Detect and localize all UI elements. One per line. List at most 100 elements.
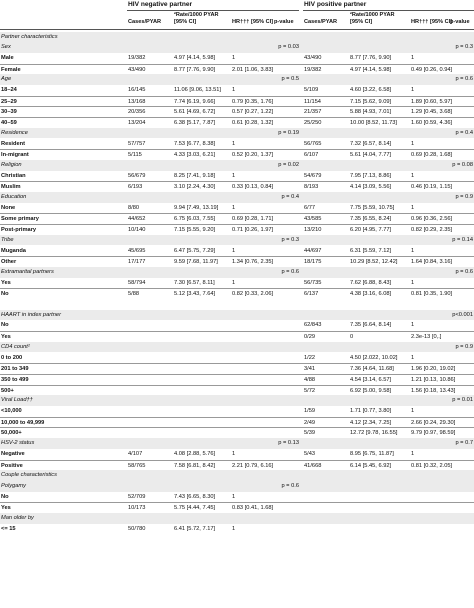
cell-pos-rate: 6.20 [4.95, 7.77] [350,227,392,234]
cell-neg-cases: 17/177 [128,259,146,266]
blank-row [0,299,474,310]
cell-pos-p: p = 0.9 [455,194,473,200]
cell-pos-hr: 0.46 [0.19, 1.15] [411,184,453,191]
cell-pos-cases: 3/41 [304,366,316,373]
cell-neg-hr: 1 [232,525,236,532]
cell-label: 18–24 [1,87,17,93]
cell-pos-rate: 7.35 [6.55, 8.24] [350,216,392,223]
cell-pos-rate: 7.95 [7.13, 8.86] [350,172,392,179]
cell-pos-hr: 0.96 [0.36, 2.56] [411,216,453,223]
cell-neg-cases: 13/168 [128,98,146,105]
table-row: Positive 58/765 7.58 [6.81, 8.42] 2.21 [0.7… [0,459,474,471]
cell-pos-cases: 43/490 [304,54,322,61]
header-bottom-rule [0,29,474,30]
cell-label: Other [1,259,17,266]
cell-neg-hr: 0.79 [0.35, 1.76] [232,98,274,105]
cell-label: Some primary [1,216,39,223]
cell-pos-cases: 4/88 [304,376,316,383]
cell-neg-rate: 5.12 [3.43, 7.64] [174,291,216,298]
cell-label: Post-primary [1,227,37,234]
section-row: Man older by [0,513,474,524]
table-row: None 8/80 9.94 [7.49, 13.19] 1 6/77 7.75 [5.5… [0,203,474,214]
cell-neg-rate: 9.59 [7.68, 11.97] [174,259,218,266]
cell-neg-p: p = 0.03 [278,44,299,51]
cell-pos-cases: 43/585 [304,216,322,223]
cell-pos-hr: 1 [411,408,415,414]
cell-pos-p: p = 0.9 [455,343,473,350]
cell-pos-cases: 19/382 [304,66,322,73]
cell-pos-cases: 5/39 [304,430,316,437]
cell-label: Yes [1,279,11,286]
cell-neg-cases: 45/695 [128,247,146,254]
cell-pos-cases: 5/43 [304,450,316,457]
table-row: 500+ 5/72 6.92 [5.00, 9.58] 1.56 [0.18, 13.… [0,384,474,396]
cell-label: Resident [1,140,26,147]
cell-label: Yes [1,334,11,341]
cell-pos-hr: 1.60 [0.59, 4.36] [411,120,453,127]
cell-pos-cases: 5/72 [304,387,316,394]
cell-neg-hr: 0.57 [0.27, 1.22] [232,109,274,116]
cell-pos-cases: 6/77 [304,204,316,211]
cell-label: Negative [1,450,25,457]
section-row: Religion p = 0.02 p = 0.08 [0,159,474,171]
table-row: Resident 57/757 7.53 [6.77, 8.38] 1 56/765 7.… [0,139,474,150]
cell-label: Muslim [1,184,21,191]
table-row: In-migrant 5/115 4.33 [3.03, 6.21] 0.52 [0.… [0,149,474,160]
cell-label: Education [1,194,27,200]
cell-neg-rate: 7.15 [5.55, 9.20] [174,227,216,234]
cell-pos-cases: 0/29 [304,334,316,341]
col-header-neg-p: p-value [274,19,294,25]
cell-pos-rate: 4.54 [3.14, 6.57] [350,376,392,383]
cell-pos-hr: 0.49 [0.26, 0.94] [411,66,453,73]
cell-neg-rate: 8.25 [7.41, 9.18] [174,172,216,179]
cell-pos-cases: 13/210 [304,227,322,234]
cell-neg-hr: 0.83 [0.41, 1.68] [232,505,274,512]
cell-neg-cases: 10/173 [128,505,146,512]
table-row: Christian 56/679 8.25 [7.41, 9.18] 1 54/679 7… [0,171,474,182]
cell-label: 350 to 499 [1,376,29,383]
cell-neg-p: p = 0.02 [278,161,299,168]
table-row: Yes 0/29 0 2.3e-13 [0,.] [0,331,474,342]
cell-pos-p: p = 0.08 [452,161,473,168]
cell-pos-p: p = 0.6 [455,76,473,83]
table-row: Muslim 6/193 3.10 [2.24, 4.30] 0.33 [0.13, … [0,181,474,192]
cell-neg-p: p = 0.3 [281,236,299,243]
cell-neg-rate: 6.38 [5.17, 7.87] [174,120,216,127]
section-row: Tribe p = 0.3 p = 0.14 [0,234,474,246]
cell-label: <= 15 [1,525,16,532]
cell-neg-cases: 8/80 [128,204,140,211]
cell-label: Extramarital partners [1,268,54,275]
cell-neg-hr: 2.21 [0.79, 6.16] [232,462,274,469]
cell-neg-hr: 0.52 [0.20, 1.37] [232,152,274,159]
cell-neg-hr: 1 [232,493,236,500]
table-row: Female 43/490 8.77 [7.76, 9.90] 2.01 [1.06,… [0,63,474,75]
col-header-pos-p: p-value [450,19,470,25]
cell-neg-rate: 6.41 [5.72, 7.17] [174,525,216,532]
cell-pos-cases: 25/250 [304,120,322,127]
cell-pos-rate: 7.36 [4.64, 11.68] [350,366,394,373]
cell-pos-rate: 0 [350,334,354,341]
section-row: HSV-2 status p = 0.13 p = 0.7 [0,438,474,449]
table-row: Some primary 44/652 6.75 [6.03, 7.55] 0.69 … [0,213,474,224]
table-row: No 52/709 7.43 [6.65, 8.30] 1 [0,492,474,503]
col-header-pos-rate: ²Rate/1000 PYAR [95% CI] [350,12,395,25]
cell-pos-rate: 6.14 [5.45, 6.92] [350,462,392,469]
cell-neg-cases: 5/88 [128,291,140,298]
cell-neg-cases: 10/140 [128,227,146,234]
cell-neg-rate: 7.43 [6.65, 8.30] [174,493,216,500]
cell-pos-hr: 1 [411,322,415,329]
cell-pos-cases: 56/765 [304,140,322,147]
cell-neg-rate: 8.77 [7.76, 9.90] [174,66,216,73]
cell-neg-hr: 1 [232,450,236,457]
cell-neg-rate: 4.33 [3.03, 6.21] [174,152,216,159]
cell-pos-rate: 7.62 [6.88, 8.43] [350,279,392,286]
cell-pos-rate: 4.38 [3.16, 6.08] [350,291,392,298]
cell-pos-cases: 41/668 [304,462,322,469]
section-row: Residence p = 0.19 p = 0.4 [0,127,474,139]
cell-pos-rate: 10.00 [8.52, 11.73] [350,120,398,127]
group-underline-positive [303,10,474,11]
cell-pos-rate: 7.75 [5.59, 10.75] [350,204,395,211]
section-row: Polygamy p = 0.6 [0,480,474,492]
cell-pos-p: p = 0.4 [455,129,473,136]
cell-label: Religion [1,161,22,168]
